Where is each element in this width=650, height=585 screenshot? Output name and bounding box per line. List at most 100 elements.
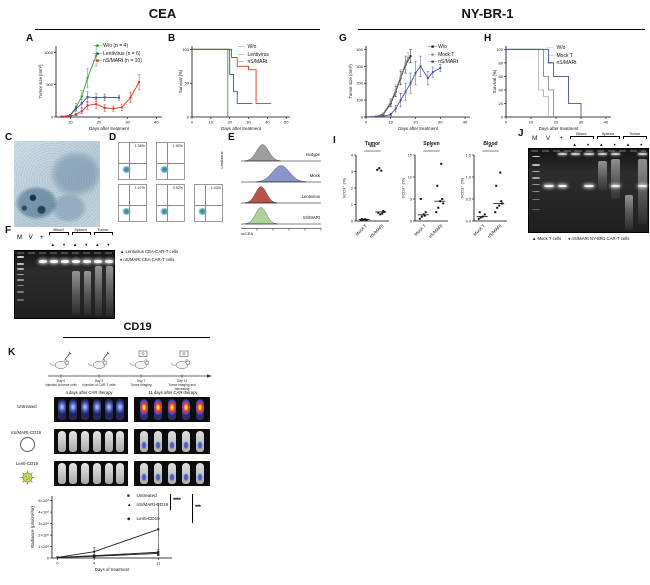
nybr1-survival-legend: ── W/o ── Mock T ── nS/MARt: [547, 45, 577, 68]
svg-text:4: 4: [93, 561, 96, 566]
legend-item: ▲ nS/MARt-CD19: [127, 502, 168, 508]
ladder-band: [531, 198, 540, 201]
legend-label: Mock T: [556, 52, 573, 59]
timeline-day: Day 3: [94, 379, 104, 383]
mouse-bioluminescence-image: [57, 463, 66, 484]
svg-text:20: 20: [413, 120, 418, 125]
sig-stars-2: ***: [195, 505, 201, 511]
gel-group-bracket: [623, 136, 647, 139]
nybr1-survival-chart: 0 10 20 30 40 0 20 40 60 80 100 Days after treatmen…: [490, 40, 615, 132]
cea-survival-legend: ── W/o ── Lentivirus ── nS/MARt: [238, 44, 269, 67]
ladder-band: [531, 190, 540, 193]
gel-group-label: Tumor: [628, 131, 641, 136]
gel-group-label: Blood: [576, 131, 587, 136]
flow-dot-plot: 1.90%: [156, 142, 185, 180]
quadrant-vline: [166, 143, 168, 179]
mouse-bioluminescence-image: [116, 463, 125, 484]
mouse-bioluminescence-image: [140, 463, 148, 484]
legend-label: nS/MARt (n = 10): [103, 58, 142, 64]
upper-band: [597, 153, 608, 156]
mouse-bioluminescence-image: [196, 399, 204, 420]
gel-lane-label: V: [545, 135, 551, 142]
svg-text:100: 100: [496, 47, 503, 52]
timeline-caption: Day 14 Tumor imaging and harvesting: [161, 379, 203, 392]
svg-text:nS/MARt: nS/MARt: [427, 223, 444, 240]
svg-text:Days after treatment: Days after treatment: [539, 126, 580, 131]
svg-text:40: 40: [265, 120, 270, 125]
gel-legend-item: ▲ Mock T cells: [532, 236, 562, 241]
svg-text:Isotype: Isotype: [306, 152, 320, 157]
legend-item: ── W/o: [238, 44, 269, 52]
gel-wells: [531, 150, 646, 152]
svg-text:5: 5: [410, 197, 412, 201]
mouse-bioluminescence-image: [154, 431, 162, 452]
svg-text:50: 50: [185, 81, 190, 86]
legend-label: nS/MARt-CD19: [136, 502, 169, 507]
svg-text:0: 0: [187, 115, 190, 120]
timeline-description: Tumor imaging and harvesting: [168, 382, 196, 391]
gel-lane-label: +: [39, 233, 44, 241]
gel-lane-symbol: ♦: [640, 141, 643, 147]
legend-item: ─■─ Lentivirus (n = 6): [93, 51, 142, 59]
quadrant-percentage: 1.90%: [172, 144, 183, 148]
mice-lenti-day11: [134, 461, 210, 486]
cell-cluster-minor: [166, 203, 171, 207]
svg-text:60: 60: [499, 74, 504, 79]
nybr1-tumor-growth-legend: ─■─ W/o ─■─ Mock T ─■─ nS/MARt: [428, 44, 458, 67]
column-title-day11: 11 days after CAR therapy: [148, 390, 198, 395]
gel-lane-symbol: ▲: [50, 241, 56, 247]
legend-marker: ─■─: [93, 58, 102, 64]
gel-lane: [544, 149, 554, 232]
gel-lane: [637, 149, 648, 232]
ladder-band: [531, 163, 540, 166]
svg-text:Radiance (p/s/cm²/sr): Radiance (p/s/cm²/sr): [30, 505, 35, 548]
legend-marker: ──: [238, 44, 245, 50]
dna-band: [584, 184, 594, 188]
legend-item: ─■─ nS/MARt (n = 10): [93, 58, 142, 66]
cea-vector-gel: Blood Spleen Tumor M V + ▲ ♦ ▲ ♦ ▲ ♦: [14, 227, 115, 319]
mice-untreated-day4: [54, 397, 128, 422]
svg-text:30: 30: [125, 120, 130, 125]
dna-band: [105, 260, 114, 263]
timeline-caption: Day 3 Injection of CAR-T cells: [78, 379, 120, 388]
mouse-bioluminescence-image: [116, 399, 125, 420]
nybr1-gel-legend: ▲ Mock T cells ♦ nS/MARt NY-BR1 CAR-T cel…: [532, 235, 636, 243]
cd19-section-title: CD19: [123, 321, 152, 333]
svg-text:300: 300: [356, 64, 363, 69]
legend-marker: ──: [238, 51, 245, 58]
legend-marker: ─■─: [93, 43, 102, 49]
gel-lane: [597, 149, 608, 232]
nybr1-vector-gel: Blood Spleen Tumor M V + ▲ ♦ ▲ ♦ ▲ ♦: [528, 131, 649, 233]
svg-text:hCD3⁺ (%): hCD3⁺ (%): [460, 177, 465, 197]
ladder-band: [531, 155, 540, 158]
gel-lane: [610, 149, 621, 232]
svg-text:500: 500: [46, 82, 53, 87]
svg-text:50: 50: [284, 120, 289, 125]
svg-text:1.0: 1.0: [466, 175, 471, 179]
cell-cluster-minor: [128, 203, 133, 207]
svg-text:30: 30: [246, 120, 251, 125]
gel-group-bracket: [49, 232, 69, 235]
legend-marker: ─■─: [428, 59, 437, 65]
panel-letter-f: F: [5, 225, 12, 236]
column-title-day4: 4 days after CAR therapy: [65, 390, 113, 395]
gel-lane-label: M: [531, 135, 538, 142]
experiment-timeline: [46, 349, 214, 381]
sig-bracket-1: [170, 494, 171, 510]
panel-letter-h: H: [484, 33, 492, 44]
gel-lane: [49, 251, 58, 318]
dna-band: [557, 184, 568, 188]
panel-letter-e: E: [228, 132, 235, 143]
svg-text:hCD3⁺ (%): hCD3⁺ (%): [401, 177, 406, 197]
mouse-bioluminescence-image: [104, 463, 113, 484]
gel-wells: [17, 252, 112, 254]
ladder-band: [17, 279, 24, 281]
mouse-bioluminescence-image: [57, 399, 66, 420]
svg-text:0: 0: [361, 115, 364, 120]
mouse-bioluminescence-image: [104, 399, 113, 420]
ladder-band: [531, 170, 540, 173]
svg-text:2: 2: [351, 186, 353, 190]
svg-text:Days after treatment: Days after treatment: [398, 126, 439, 131]
svg-text:0: 0: [501, 115, 504, 120]
sig-stars-1: ****: [173, 498, 181, 504]
